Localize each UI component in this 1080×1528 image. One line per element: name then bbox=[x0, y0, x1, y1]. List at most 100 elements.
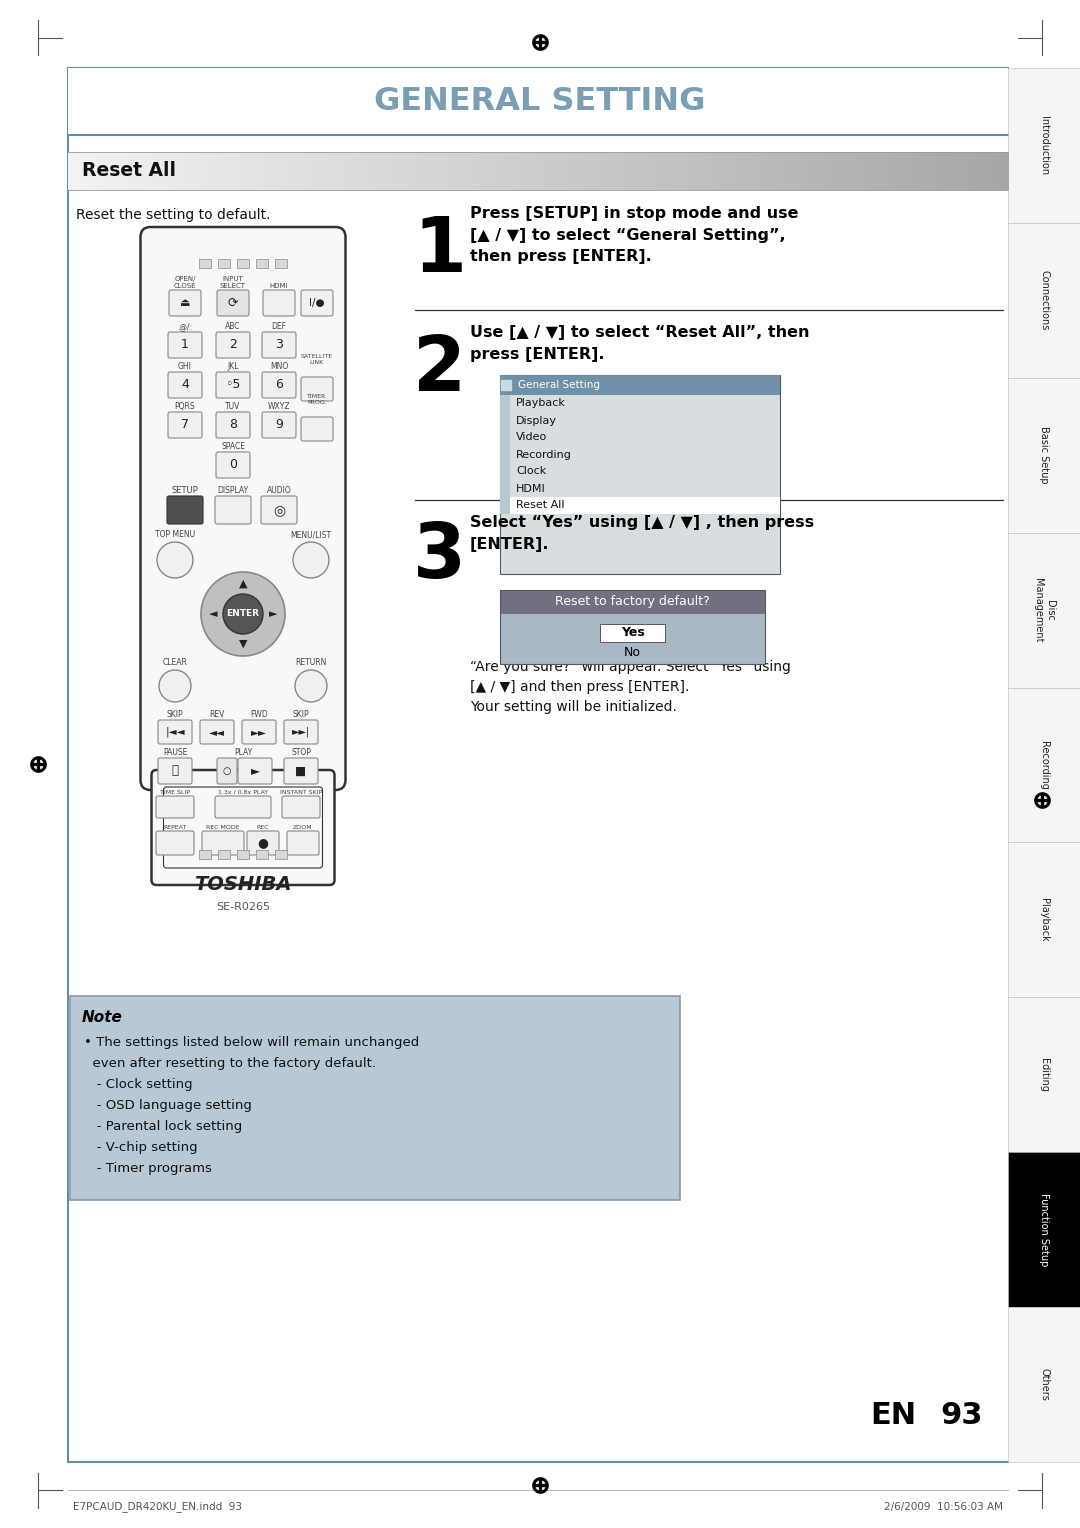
FancyBboxPatch shape bbox=[156, 796, 194, 817]
Text: 93: 93 bbox=[940, 1401, 983, 1430]
Text: 1.3x / 0.8x PLAY: 1.3x / 0.8x PLAY bbox=[218, 790, 268, 795]
Text: - Parental lock setting: - Parental lock setting bbox=[84, 1120, 242, 1132]
Bar bbox=[969, 151, 977, 189]
Text: 3: 3 bbox=[275, 339, 283, 351]
Bar bbox=[530, 151, 539, 189]
Text: 8: 8 bbox=[229, 419, 237, 431]
Bar bbox=[248, 151, 257, 189]
Bar bbox=[937, 151, 946, 189]
Bar bbox=[906, 151, 915, 189]
FancyBboxPatch shape bbox=[200, 720, 234, 744]
Bar bbox=[500, 614, 765, 665]
Bar bbox=[374, 151, 382, 189]
FancyBboxPatch shape bbox=[216, 413, 249, 439]
FancyBboxPatch shape bbox=[284, 758, 318, 784]
FancyBboxPatch shape bbox=[168, 290, 201, 316]
Text: MENU/LIST: MENU/LIST bbox=[291, 530, 332, 539]
Bar bbox=[499, 151, 508, 189]
Text: JKL: JKL bbox=[227, 362, 239, 371]
Text: TOP MENU: TOP MENU bbox=[154, 530, 195, 539]
FancyBboxPatch shape bbox=[168, 371, 202, 397]
Bar bbox=[500, 396, 510, 513]
Text: 1: 1 bbox=[181, 339, 189, 351]
Bar bbox=[593, 151, 602, 189]
Bar bbox=[632, 151, 640, 189]
Bar bbox=[914, 151, 922, 189]
Bar bbox=[157, 773, 329, 785]
Text: DEF: DEF bbox=[271, 322, 286, 332]
Text: - V-chip setting: - V-chip setting bbox=[84, 1141, 198, 1154]
Bar bbox=[718, 151, 727, 189]
Bar bbox=[961, 151, 970, 189]
FancyBboxPatch shape bbox=[215, 497, 251, 524]
Text: SETUP: SETUP bbox=[172, 486, 199, 495]
Bar bbox=[342, 151, 351, 189]
Bar bbox=[162, 151, 171, 189]
Text: Playback: Playback bbox=[516, 399, 566, 408]
Text: PAUSE: PAUSE bbox=[163, 749, 187, 756]
Bar bbox=[554, 151, 563, 189]
Bar bbox=[475, 151, 484, 189]
Text: Reset the setting to default.: Reset the setting to default. bbox=[76, 208, 270, 222]
Text: ABC: ABC bbox=[226, 322, 241, 332]
Text: Editing: Editing bbox=[1039, 1057, 1049, 1093]
FancyBboxPatch shape bbox=[217, 758, 237, 784]
Bar bbox=[436, 151, 445, 189]
Bar bbox=[500, 374, 780, 575]
Text: GENERAL SETTING: GENERAL SETTING bbox=[375, 86, 705, 118]
Text: AUDIO: AUDIO bbox=[267, 486, 292, 495]
Text: ○: ○ bbox=[222, 766, 231, 776]
Bar bbox=[562, 151, 570, 189]
Bar bbox=[1008, 223, 1080, 377]
Bar bbox=[201, 151, 210, 189]
Text: ►►: ►► bbox=[251, 727, 267, 736]
Bar bbox=[256, 260, 268, 267]
Bar bbox=[577, 151, 586, 189]
Bar bbox=[797, 151, 806, 189]
Bar bbox=[608, 151, 618, 189]
Bar bbox=[199, 850, 211, 859]
Bar bbox=[545, 151, 555, 189]
Bar bbox=[232, 151, 241, 189]
Text: REC MODE: REC MODE bbox=[206, 825, 240, 830]
FancyBboxPatch shape bbox=[301, 290, 333, 316]
Bar bbox=[1008, 377, 1080, 533]
FancyBboxPatch shape bbox=[156, 831, 194, 856]
FancyBboxPatch shape bbox=[140, 228, 346, 790]
Bar bbox=[68, 69, 1008, 134]
Text: Video: Video bbox=[516, 432, 548, 443]
Bar bbox=[405, 151, 414, 189]
Text: Press [SETUP] in stop mode and use
[▲ / ▼] to select “General Setting”,
then pre: Press [SETUP] in stop mode and use [▲ / … bbox=[470, 206, 798, 264]
Text: Recording: Recording bbox=[516, 449, 572, 460]
Circle shape bbox=[201, 571, 285, 656]
Bar bbox=[280, 151, 288, 189]
Bar bbox=[303, 151, 312, 189]
Bar bbox=[538, 151, 546, 189]
Text: Connections: Connections bbox=[1039, 270, 1049, 330]
Bar bbox=[237, 260, 249, 267]
Bar bbox=[237, 850, 249, 859]
Text: 3: 3 bbox=[414, 520, 467, 594]
Bar bbox=[311, 151, 320, 189]
Bar bbox=[867, 151, 876, 189]
Bar bbox=[585, 151, 594, 189]
Bar bbox=[805, 151, 813, 189]
Bar bbox=[828, 151, 837, 189]
Bar bbox=[287, 151, 296, 189]
Bar bbox=[648, 151, 657, 189]
Bar bbox=[170, 151, 178, 189]
Text: ▼: ▼ bbox=[239, 639, 247, 649]
Bar bbox=[444, 151, 453, 189]
Bar bbox=[326, 151, 335, 189]
Bar bbox=[954, 151, 962, 189]
Bar bbox=[985, 151, 994, 189]
Bar bbox=[860, 151, 868, 189]
FancyBboxPatch shape bbox=[163, 787, 323, 868]
Bar bbox=[264, 151, 272, 189]
Text: 7: 7 bbox=[181, 419, 189, 431]
FancyBboxPatch shape bbox=[216, 452, 249, 478]
FancyBboxPatch shape bbox=[301, 377, 333, 400]
Text: ⟳: ⟳ bbox=[228, 296, 239, 310]
Bar bbox=[639, 151, 649, 189]
Bar bbox=[350, 151, 359, 189]
